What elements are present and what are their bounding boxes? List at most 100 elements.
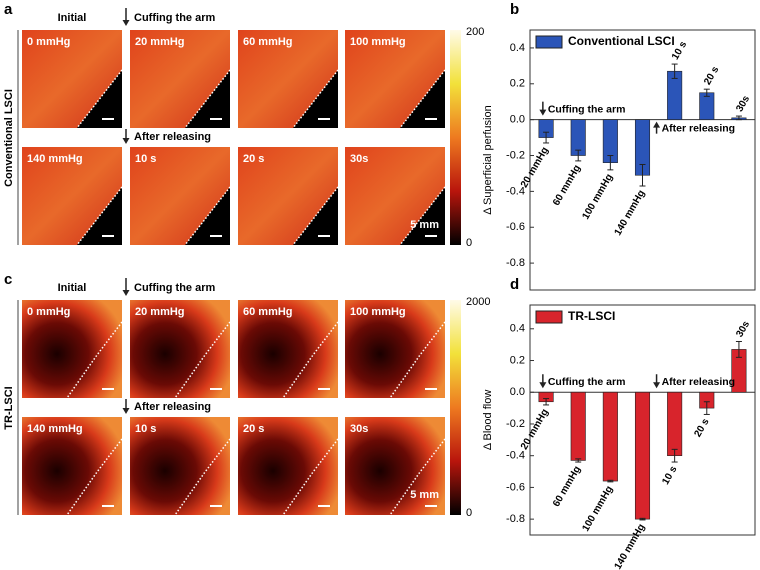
image-label: 140 mmHg	[27, 153, 83, 165]
y-tick-label: 0.0	[510, 114, 525, 126]
error-bar	[671, 448, 678, 463]
panel-letter: a	[4, 1, 13, 18]
plot-frame	[529, 304, 756, 536]
y-tick-label: -0.2	[506, 418, 525, 430]
colorbar-tick: 200	[466, 26, 484, 38]
image-label: 20 mmHg	[135, 36, 185, 48]
category-label: 140 mmHg	[613, 522, 648, 570]
image-label: 100 mmHg	[350, 306, 406, 318]
y-tick-label: -0.4	[506, 450, 525, 462]
category-label: 60 mmHg	[551, 163, 583, 207]
image-tile	[130, 300, 230, 398]
caption: After releasing	[134, 401, 211, 413]
arrow-head	[653, 121, 661, 128]
image-label: 10 s	[135, 153, 156, 165]
error-bar	[639, 163, 646, 187]
side-label: Conventional LSCI	[3, 89, 15, 187]
error-bar	[639, 517, 646, 521]
annotation: After releasing	[662, 376, 736, 388]
y-tick-label: -0.6	[506, 221, 525, 233]
image-label: 140 mmHg	[27, 423, 83, 435]
arrow-head	[539, 109, 547, 116]
arrow-head	[539, 382, 547, 389]
image-tile	[238, 417, 338, 515]
colorbar	[450, 30, 461, 245]
category-label: 30s	[734, 94, 752, 114]
category-label: 60 mmHg	[551, 464, 583, 508]
panel-letter: d	[510, 276, 519, 293]
error-bar	[575, 149, 582, 162]
y-tick-label: -0.6	[506, 481, 525, 493]
plot-frame	[529, 29, 756, 291]
error-bar	[671, 63, 678, 79]
bar	[667, 391, 683, 456]
error-bar	[607, 155, 614, 171]
error-bar	[543, 131, 550, 144]
image-label: 100 mmHg	[350, 36, 406, 48]
image-label: 10 s	[135, 423, 156, 435]
y-tick-label: 0.4	[510, 42, 525, 54]
arrow-head	[122, 290, 130, 296]
scale-label: 5 mm	[410, 219, 439, 231]
arrow-head	[122, 20, 130, 26]
category-label: 100 mmHg	[580, 172, 615, 221]
annotation: Cuffing the arm	[548, 103, 626, 115]
error-bar	[735, 115, 742, 121]
caption: Cuffing the arm	[134, 282, 215, 294]
y-tick-label: -0.8	[506, 257, 525, 269]
side-label: TR-LSCI	[3, 386, 15, 429]
category-label: 100 mmHg	[580, 484, 615, 533]
category-label: 20 s	[692, 416, 711, 439]
arrow-head	[653, 382, 661, 389]
panel-letter: b	[510, 1, 519, 18]
image-tile	[22, 300, 122, 398]
colorbar-tick: 0	[466, 237, 472, 249]
image-tile	[130, 417, 230, 515]
legend-label: Conventional LSCI	[568, 34, 675, 48]
legend-swatch	[535, 35, 563, 49]
bar	[634, 391, 651, 520]
colorbar-tick: 0	[466, 507, 472, 519]
legend-swatch	[535, 310, 563, 324]
error-bar	[703, 401, 710, 415]
y-tick-label: 0.0	[510, 386, 525, 398]
image-label: 60 mmHg	[243, 306, 293, 318]
y-tick-label: -0.4	[506, 185, 525, 197]
panel-letter: c	[4, 271, 12, 288]
image-tile	[238, 300, 338, 398]
bar	[570, 391, 586, 461]
error-bar	[543, 398, 550, 406]
image-label: 20 mmHg	[135, 306, 185, 318]
bar	[602, 391, 618, 482]
image-label: 30s	[350, 153, 368, 165]
colorbar	[450, 300, 461, 515]
y-tick-label: 0.4	[510, 323, 525, 335]
legend-label: TR-LSCI	[568, 309, 615, 323]
caption: Cuffing the arm	[134, 12, 215, 24]
image-label: 20 s	[243, 153, 264, 165]
image-tile	[345, 300, 445, 398]
annotation: After releasing	[662, 122, 736, 134]
colorbar-tick: 2000	[466, 296, 490, 308]
image-tile	[345, 417, 445, 515]
annotation: Cuffing the arm	[548, 376, 626, 388]
y-tick-label: 0.2	[510, 354, 525, 366]
category-label: 10 s	[660, 464, 679, 487]
arrow-head	[122, 408, 130, 414]
y-tick-label: -0.2	[506, 149, 525, 161]
category-label: 20 s	[702, 64, 721, 87]
y-axis-label: Δ Superficial perfusion	[482, 105, 494, 214]
image-label: 20 s	[243, 423, 264, 435]
category-label: 140 mmHg	[613, 188, 648, 237]
image-label: 0 mmHg	[27, 36, 70, 48]
error-bar	[607, 479, 614, 483]
image-label: 60 mmHg	[243, 36, 293, 48]
error-bar	[575, 458, 582, 463]
caption: After releasing	[134, 131, 211, 143]
arrow-head	[122, 138, 130, 144]
error-bar	[735, 340, 742, 358]
y-tick-label: 0.2	[510, 78, 525, 90]
image-label: 0 mmHg	[27, 306, 70, 318]
caption: Initial	[58, 12, 87, 24]
